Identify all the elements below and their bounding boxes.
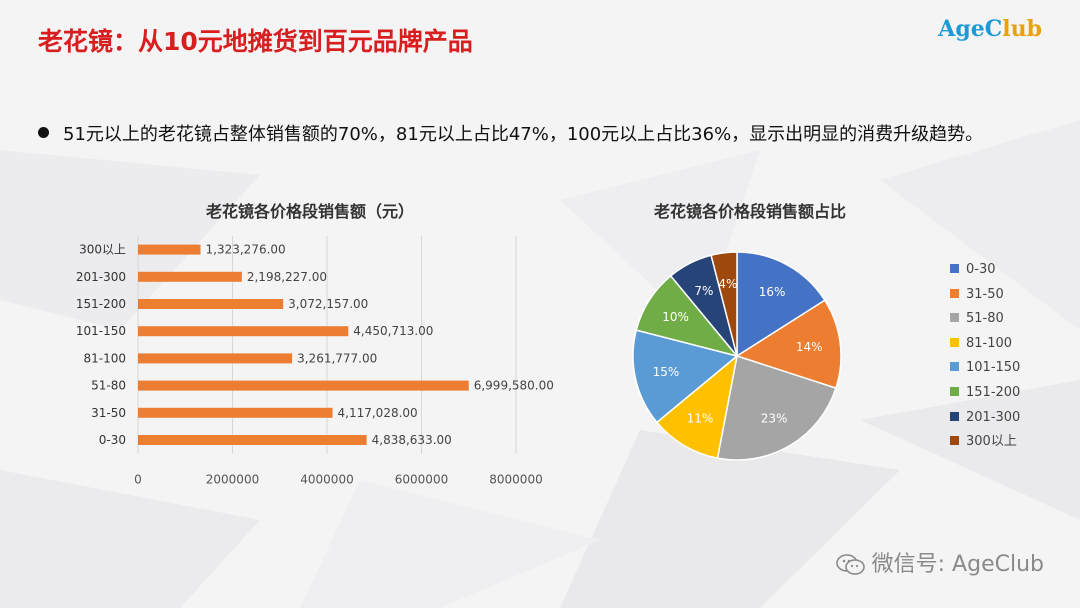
bar <box>138 326 349 337</box>
pie-slice <box>655 354 739 460</box>
y-category-label: 300以上 <box>79 243 126 257</box>
legend-swatch <box>950 313 959 323</box>
bar-value-label: 4,838,633.00 <box>372 433 452 447</box>
y-category-label: 151-200 <box>76 297 126 311</box>
legend-item: 81-100 <box>950 332 1020 357</box>
legend-swatch <box>950 411 959 421</box>
legend-item: 151-200 <box>950 381 1020 406</box>
pie-slice <box>736 251 826 358</box>
bar-chart: 0 2000000 4000000 6000000 8000000 0-30 4,838,6… <box>76 236 554 487</box>
legend-label: 300以上 <box>966 434 1017 450</box>
y-category-label: 51-80 <box>91 379 126 393</box>
legend-label: 151-200 <box>966 384 1021 400</box>
legend-item: 31-50 <box>950 283 1020 308</box>
legend-item: 0-30 <box>950 258 1020 283</box>
bullet-icon <box>38 127 49 138</box>
legend-item: 300以上 <box>950 430 1020 455</box>
legend-swatch <box>950 386 959 396</box>
x-tick-label: 2000000 <box>206 473 259 487</box>
bar <box>138 299 284 309</box>
y-category-label: 0-30 <box>99 433 126 447</box>
pie-chart: 16% 14% 23% 11% 15% 10% 7% 4% <box>632 251 842 461</box>
watermark-text: 微信号: AgeClub <box>871 552 1044 577</box>
x-tick-label: 0 <box>134 473 142 487</box>
bar-value-label: 3,072,157.00 <box>288 297 368 311</box>
legend-label: 31-50 <box>966 286 1004 302</box>
bar <box>138 244 201 255</box>
legend-swatch <box>950 264 959 273</box>
legend-item: 51-80 <box>950 307 1020 332</box>
legend-label: 101-150 <box>966 360 1021 376</box>
y-category-label: 201-300 <box>76 270 126 284</box>
wechat-watermark: 微信号: AgeClub <box>835 546 1044 578</box>
bar-value-label: 3,261,777.00 <box>297 351 377 365</box>
ageclub-logo: AgeClub <box>938 16 1042 42</box>
legend-item: 101-150 <box>950 356 1020 381</box>
pie-slice-label: 10% <box>662 310 689 324</box>
legend-swatch <box>950 288 959 298</box>
y-category-label: 81-100 <box>83 351 126 365</box>
bar-value-label: 4,450,713.00 <box>353 324 433 338</box>
legend-label: 0-30 <box>966 262 996 277</box>
pie-slice <box>710 251 738 357</box>
bar-value-label: 1,323,276.00 <box>206 243 286 257</box>
legend-swatch <box>950 436 959 446</box>
wechat-icon <box>835 554 865 575</box>
pie-slice-label: 16% <box>759 285 786 299</box>
legend-swatch <box>950 362 959 372</box>
x-tick-label: 6000000 <box>395 473 448 487</box>
bar <box>138 353 293 364</box>
bar-value-label: 4,117,028.00 <box>338 406 418 420</box>
legend-swatch <box>950 337 959 347</box>
pie-slice-label: 7% <box>694 284 713 298</box>
pie-legend: 0-30 31-50 51-80 81-100 101-150 151-200 201-30… <box>950 258 1020 455</box>
bar <box>138 435 367 445</box>
legend-label: 201-300 <box>966 409 1021 425</box>
pie-slice-label: 23% <box>761 412 788 426</box>
bar <box>138 407 333 418</box>
legend-item: 201-300 <box>950 406 1020 431</box>
legend-label: 81-100 <box>966 335 1013 351</box>
bar-chart-title: 老花镜各价格段销售额（元） <box>205 202 414 221</box>
bar <box>138 380 469 391</box>
pie-chart-title: 老花镜各价格段销售额占比 <box>653 202 846 221</box>
page-title: 老花镜：从10元地摊货到百元品牌产品 <box>38 27 473 56</box>
summary-text: 51元以上的老花镜占整体销售额的70%，81元以上占比47%，100元以上占比3… <box>63 124 984 145</box>
y-category-label: 31-50 <box>91 406 126 420</box>
pie-slice-label: 15% <box>653 365 680 379</box>
bar-value-label: 6,999,580.00 <box>474 379 554 393</box>
pie-slice-label: 14% <box>796 340 823 354</box>
bar-value-label: 2,198,227.00 <box>247 270 327 284</box>
x-tick-label: 8000000 <box>489 473 542 487</box>
pie-slice <box>735 299 842 390</box>
pie-slice-label: 11% <box>687 412 714 426</box>
bar <box>138 271 242 282</box>
y-category-label: 101-150 <box>76 324 126 338</box>
pie-slice <box>632 329 739 424</box>
legend-label: 51-80 <box>966 311 1004 327</box>
summary-bullet: 51元以上的老花镜占整体销售额的70%，81元以上占比47%，100元以上占比3… <box>38 120 983 146</box>
pie-slice-label: 4% <box>718 277 737 291</box>
pie-slice <box>716 355 837 461</box>
x-tick-label: 4000000 <box>300 473 353 487</box>
